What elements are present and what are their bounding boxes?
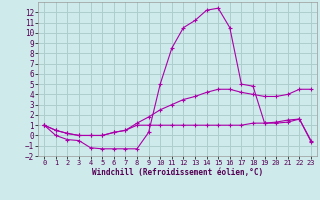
X-axis label: Windchill (Refroidissement éolien,°C): Windchill (Refroidissement éolien,°C) xyxy=(92,168,263,177)
